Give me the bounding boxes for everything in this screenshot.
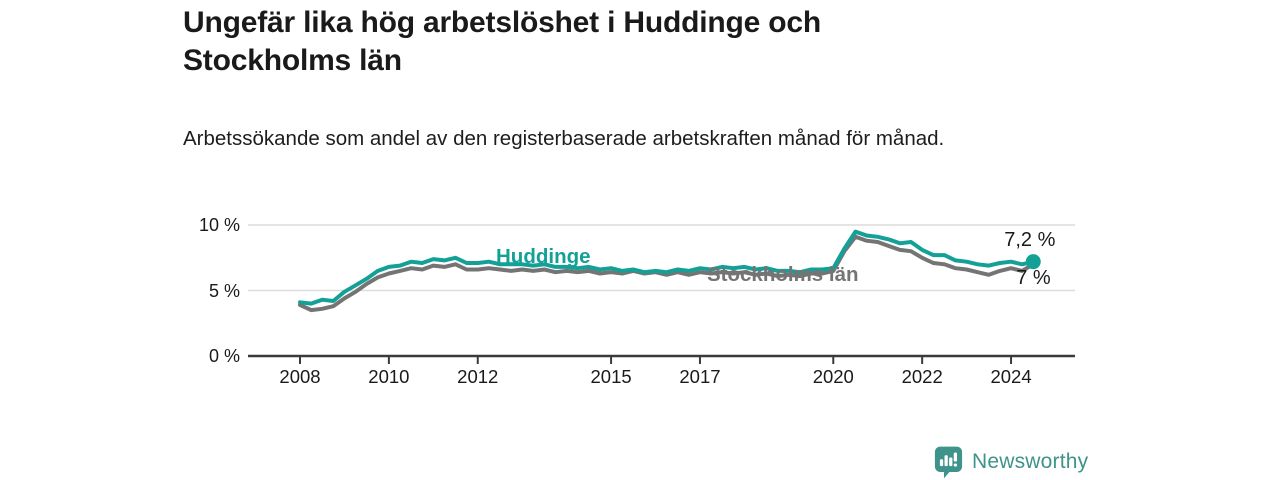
data-series <box>298 229 1041 313</box>
series-label-huddinge: Huddinge <box>496 245 591 268</box>
x-tick-label-2010: 2010 <box>368 366 410 387</box>
newsworthy-wordmark: Newsworthy <box>972 450 1089 473</box>
x-tick-label-2008: 2008 <box>279 366 321 387</box>
y-tick-label-0: 0 % <box>208 346 240 366</box>
y-tick-label-5: 5 % <box>208 280 240 301</box>
chart-subtitle: Arbetssökande som andel av den registerb… <box>183 127 945 150</box>
x-tick-label-2017: 2017 <box>679 366 721 387</box>
end-value-huddinge: 7,2 % <box>1004 228 1056 251</box>
y-tick-label-10: 10 % <box>198 215 240 235</box>
newsworthy-bubble-chart-icon <box>934 446 963 479</box>
x-axis <box>248 354 1075 364</box>
end-point-huddinge <box>1025 254 1041 270</box>
series-label-stockholms-lan: Stockholms län <box>707 263 859 286</box>
line-stockholms-län <box>298 234 1036 313</box>
newsworthy-logo: Newsworthy <box>934 445 1088 479</box>
x-tick-label-2015: 2015 <box>590 366 632 387</box>
line-huddinge <box>298 229 1036 306</box>
chart-title: Ungefär lika hög arbetslöshet i Huddinge… <box>183 6 821 77</box>
gridlines <box>248 224 1075 292</box>
x-tick-label-2024: 2024 <box>990 366 1032 387</box>
x-tick-label-2012: 2012 <box>457 366 499 387</box>
end-value-stockholms-lan: 7 % <box>1016 267 1051 290</box>
x-tick-label-2020: 2020 <box>812 366 854 387</box>
x-tick-label-2022: 2022 <box>901 366 943 387</box>
